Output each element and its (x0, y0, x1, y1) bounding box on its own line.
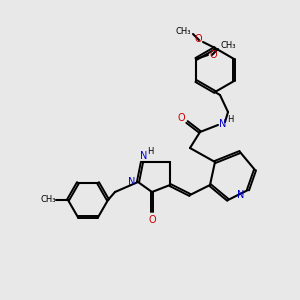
Text: H: H (227, 116, 233, 124)
Text: N: N (140, 151, 148, 161)
Text: N: N (128, 177, 136, 187)
Text: CH₃: CH₃ (175, 26, 191, 35)
Text: H: H (147, 146, 153, 155)
Text: O: O (148, 215, 156, 225)
Text: N: N (219, 119, 227, 129)
Text: N: N (237, 190, 245, 200)
Text: CH₃: CH₃ (220, 41, 236, 50)
Text: O: O (209, 50, 217, 60)
Text: O: O (177, 113, 185, 123)
Text: CH₃: CH₃ (40, 196, 56, 205)
Text: O: O (194, 34, 202, 44)
